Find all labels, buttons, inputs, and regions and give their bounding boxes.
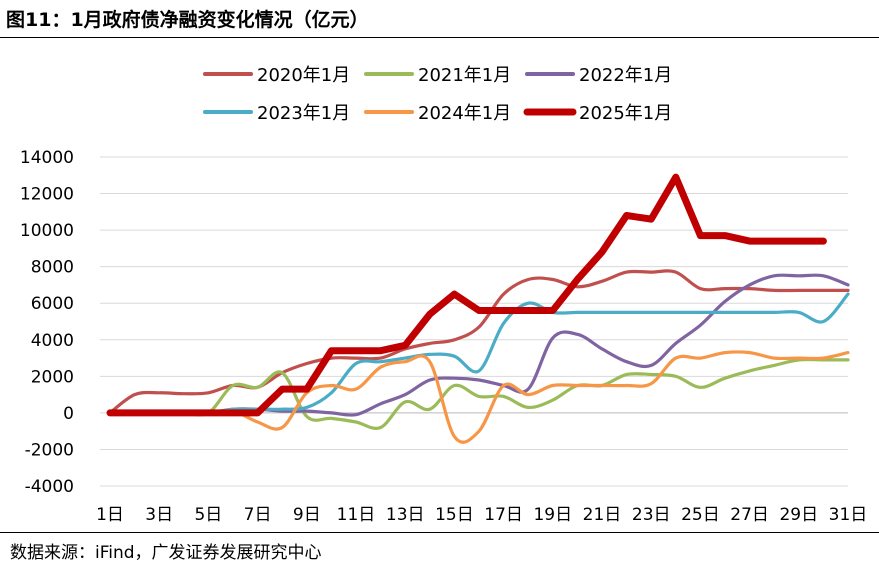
line-chart: -4000 -2000 0 2000 4000 6000 8000 10000 12000 140… [20, 65, 867, 525]
y-tick-label: 4000 [31, 331, 74, 351]
x-tick-label: 29日 [779, 505, 818, 525]
series-line-2023年1月 [108, 292, 850, 415]
legend-label: 2020年1月 [257, 65, 350, 86]
y-tick-label: 14000 [20, 148, 74, 168]
legend-item[interactable]: 2023年1月 [203, 103, 350, 124]
x-tick-label: 7日 [244, 505, 272, 525]
figure-title: 图11：1月政府债净融资变化情况（亿元） [6, 9, 369, 31]
legend-label: 2024年1月 [418, 103, 511, 124]
x-tick-label: 11日 [337, 505, 376, 525]
y-tick-label: 12000 [20, 185, 74, 205]
x-tick-label: 9日 [293, 505, 321, 525]
legend-item[interactable]: 2024年1月 [364, 103, 511, 124]
x-tick-label: 1日 [96, 505, 124, 525]
x-tick-label: 31日 [829, 505, 868, 525]
legend-item[interactable]: 2025年1月 [523, 103, 672, 124]
x-tick-label: 5日 [194, 505, 222, 525]
y-tick-label: 0 [63, 404, 74, 424]
legend-label: 2022年1月 [579, 65, 672, 86]
legend-item[interactable]: 2020年1月 [203, 65, 350, 86]
series-line-2021年1月 [108, 357, 850, 430]
x-tick-label: 17日 [484, 505, 523, 525]
legend-label: 2023年1月 [257, 103, 350, 124]
x-tick-label: 25日 [681, 505, 720, 525]
chart-series [106, 173, 850, 444]
y-tick-label: 2000 [31, 367, 74, 387]
y-tick-label: -2000 [25, 440, 74, 460]
chart-axes: -4000 -2000 0 2000 4000 6000 8000 10000 12000 140… [20, 148, 867, 525]
x-tick-label: 21日 [583, 505, 622, 525]
y-tick-label: -4000 [25, 477, 74, 497]
legend-label: 2021年1月 [418, 65, 511, 86]
x-tick-label: 13日 [386, 505, 425, 525]
x-tick-label: 15日 [435, 505, 474, 525]
legend-item[interactable]: 2022年1月 [525, 65, 672, 86]
x-tick-label: 19日 [533, 505, 572, 525]
x-tick-label: 23日 [632, 505, 671, 525]
y-tick-label: 10000 [20, 221, 74, 241]
chart-legend[interactable]: 2020年1月 2021年1月 2022年1月 2023年1月 2024年1月 2025年… [203, 65, 672, 124]
x-tick-label: 27日 [730, 505, 769, 525]
title-divider [0, 37, 879, 38]
y-tick-label: 8000 [31, 258, 74, 278]
series-line-2025年1月 [106, 173, 827, 417]
data-source-note: 数据来源：iFind，广发证券发展研究中心 [10, 543, 322, 563]
legend-label: 2025年1月 [579, 103, 672, 124]
x-tick-label: 3日 [145, 505, 173, 525]
series-line-2022年1月 [108, 273, 850, 417]
source-divider [0, 532, 879, 533]
y-tick-label: 6000 [31, 294, 74, 314]
legend-item[interactable]: 2021年1月 [364, 65, 511, 86]
